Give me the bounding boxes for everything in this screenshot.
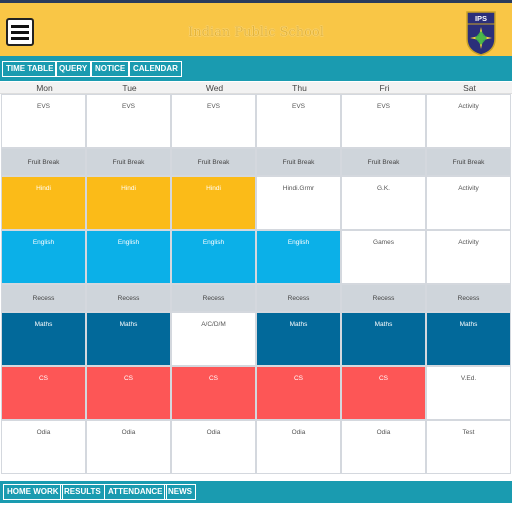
timetable-cell[interactable]: Fruit Break	[256, 148, 341, 176]
time-table-button[interactable]: TIME TABLE	[2, 61, 58, 77]
attendance-button[interactable]: ATTENDANCE	[104, 484, 167, 500]
bottom-strip	[0, 503, 512, 507]
timetable-cell[interactable]: Maths	[426, 312, 511, 366]
timetable-cell[interactable]: Activity	[426, 176, 511, 230]
home-work-button[interactable]: HOME WORK	[3, 484, 63, 500]
timetable-cell[interactable]: Odia	[86, 420, 171, 474]
timetable-cell[interactable]: English	[1, 230, 86, 284]
app-header: Indian Public School IPS	[0, 0, 512, 56]
timetable-cell[interactable]: CS	[171, 366, 256, 420]
timetable-cell[interactable]: Test	[426, 420, 511, 474]
timetable-cell[interactable]: Activity	[426, 230, 511, 284]
timetable-cell[interactable]: English	[86, 230, 171, 284]
timetable-cell[interactable]: Maths	[1, 312, 86, 366]
timetable-cell[interactable]: CS	[1, 366, 86, 420]
menu-bar-icon	[11, 31, 29, 34]
day-label: Thu	[292, 83, 307, 93]
timetable-cell[interactable]: EVS	[171, 94, 256, 148]
timetable-cell[interactable]: Fruit Break	[341, 148, 426, 176]
timetable-cell[interactable]: Maths	[341, 312, 426, 366]
timetable-cell[interactable]: Hindi	[1, 176, 86, 230]
timetable-cell[interactable]: Recess	[256, 284, 341, 312]
day-label: Fri	[379, 83, 390, 93]
day-label: Wed	[205, 83, 224, 93]
timetable-cell[interactable]: EVS	[1, 94, 86, 148]
timetable-cell[interactable]: Hindi.Grmr	[256, 176, 341, 230]
timetable-cell[interactable]: EVS	[86, 94, 171, 148]
timetable-cell[interactable]: Games	[341, 230, 426, 284]
logo-text: IPS	[475, 14, 487, 23]
timetable-cell[interactable]: Odia	[256, 420, 341, 474]
timetable-cell[interactable]: A/C/D/M	[171, 312, 256, 366]
timetable-cell[interactable]: Hindi	[86, 176, 171, 230]
day-label: Mon	[36, 83, 53, 93]
calendar-button[interactable]: CALENDAR	[129, 61, 182, 77]
timetable-cell[interactable]: CS	[86, 366, 171, 420]
timetable-cell[interactable]: Hindi	[171, 176, 256, 230]
timetable-cell[interactable]: Activity	[426, 94, 511, 148]
results-button[interactable]: RESULTS	[60, 484, 105, 500]
timetable-cell[interactable]: Fruit Break	[171, 148, 256, 176]
timetable-cell[interactable]: English	[256, 230, 341, 284]
timetable-cell[interactable]: EVS	[256, 94, 341, 148]
menu-bar-icon	[11, 25, 29, 28]
bottom-nav-bar: HOME WORK RESULTS ATTENDANCE NEWS	[0, 481, 512, 503]
timetable-cell[interactable]: English	[171, 230, 256, 284]
day-label: Tue	[122, 83, 137, 93]
timetable-cell[interactable]: Recess	[341, 284, 426, 312]
timetable-cell[interactable]: CS	[341, 366, 426, 420]
app-title: Indian Public School	[188, 25, 324, 40]
timetable-cell[interactable]: Fruit Break	[86, 148, 171, 176]
timetable-cell[interactable]: Fruit Break	[426, 148, 511, 176]
timetable-cell[interactable]: Odia	[1, 420, 86, 474]
query-button[interactable]: QUERY	[55, 61, 92, 77]
news-button[interactable]: NEWS	[164, 484, 196, 500]
timetable-cell[interactable]: Recess	[426, 284, 511, 312]
timetable-cell[interactable]: G.K.	[341, 176, 426, 230]
timetable-cell[interactable]: Recess	[86, 284, 171, 312]
timetable-cell[interactable]: EVS	[341, 94, 426, 148]
timetable-cell[interactable]: Maths	[86, 312, 171, 366]
school-crest-logo: IPS	[466, 11, 496, 56]
timetable-cell[interactable]: CS	[256, 366, 341, 420]
timetable-cell[interactable]: Fruit Break	[1, 148, 86, 176]
day-label: Sat	[463, 83, 476, 93]
menu-bar-icon	[11, 37, 29, 40]
timetable-cell[interactable]: Maths	[256, 312, 341, 366]
hamburger-menu-button[interactable]	[6, 18, 34, 46]
weekday-header: Mon Tue Wed Thu Fri Sat	[0, 82, 512, 94]
timetable-cell[interactable]: Recess	[1, 284, 86, 312]
timetable-cell[interactable]: Recess	[171, 284, 256, 312]
timetable-cell[interactable]: Odia	[341, 420, 426, 474]
timetable-cell[interactable]: Odia	[171, 420, 256, 474]
notice-button[interactable]: NOTICE	[91, 61, 130, 77]
top-nav-bar: TIME TABLE QUERY NOTICE CALENDAR	[0, 56, 512, 81]
timetable-cell[interactable]: V.Ed.	[426, 366, 511, 420]
